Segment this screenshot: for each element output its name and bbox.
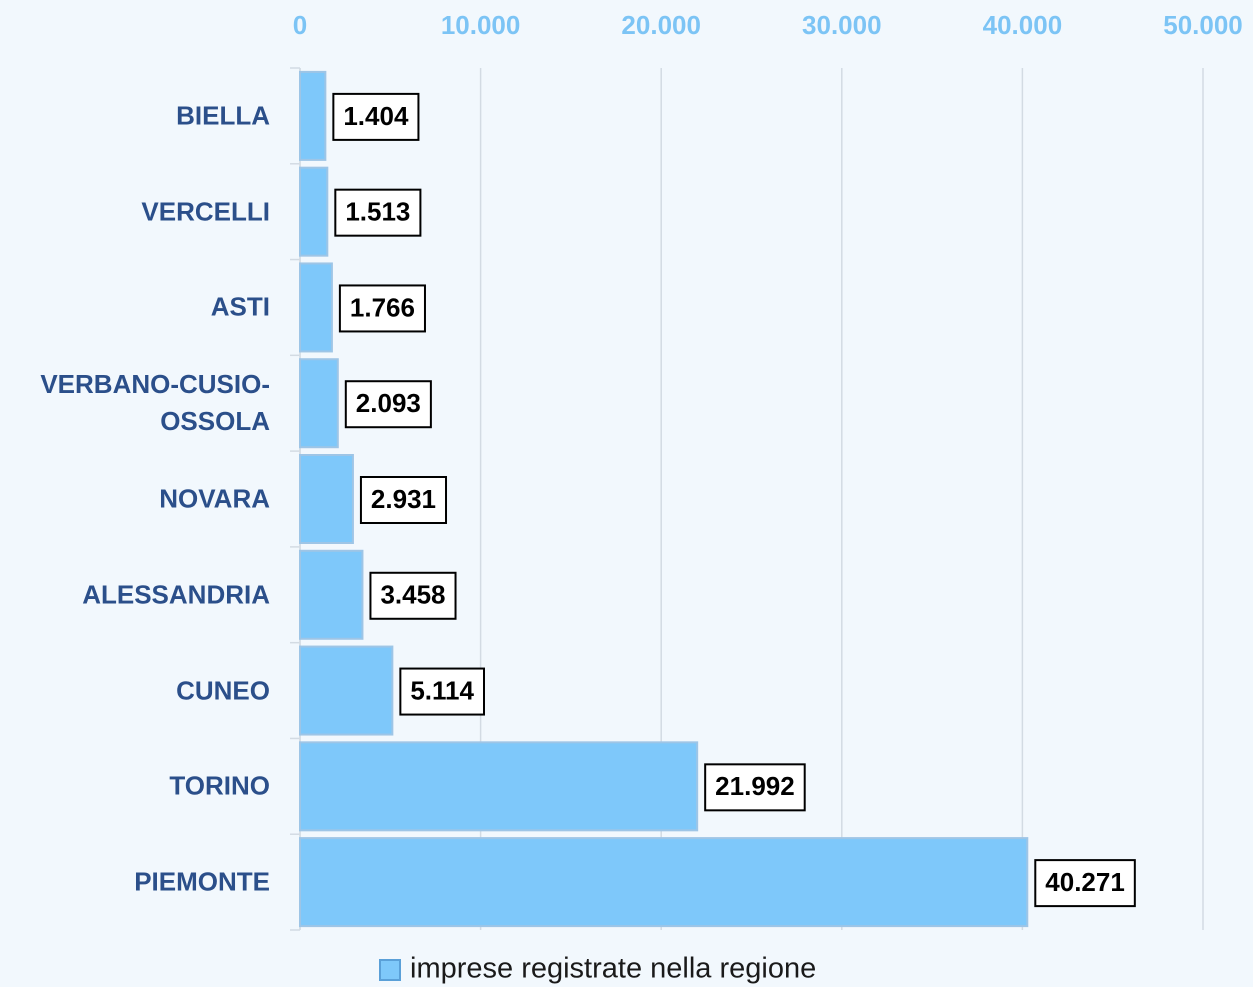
value-label-box xyxy=(334,188,422,237)
y-tick-label: TORINO xyxy=(169,770,270,801)
value-label-box xyxy=(338,284,426,333)
y-tick-label: VERBANO-CUSIO-OSSOLA xyxy=(40,369,270,437)
legend-label: imprese registrate nella regione xyxy=(410,953,816,985)
value-label-box xyxy=(704,763,806,812)
value-label: 40.271 xyxy=(1045,867,1125,897)
x-tick-label: 20.000 xyxy=(621,10,701,40)
bar xyxy=(299,454,354,544)
x-tick-label: 30.000 xyxy=(802,10,882,40)
bar xyxy=(299,262,333,353)
x-tick-label: 50.000 xyxy=(1163,10,1243,40)
y-tick-label: ALESSANDRIA xyxy=(82,579,270,610)
bar xyxy=(299,166,329,257)
bar xyxy=(299,645,394,736)
value-label-box xyxy=(1034,859,1136,908)
y-tick-label: NOVARA xyxy=(159,483,270,514)
y-tick-label: ASTI xyxy=(210,291,270,322)
value-label-box xyxy=(399,667,485,716)
value-label-box xyxy=(332,92,420,141)
bar xyxy=(299,549,364,640)
bar xyxy=(299,741,699,832)
value-label: 1.404 xyxy=(343,101,409,131)
value-label-box xyxy=(369,571,457,620)
x-tick-label: 40.000 xyxy=(983,10,1063,40)
bar xyxy=(299,837,1029,928)
value-label: 1.766 xyxy=(350,292,415,322)
value-label: 1.513 xyxy=(345,197,410,227)
value-label: 5.114 xyxy=(410,675,474,705)
value-label-box xyxy=(359,476,448,524)
value-label: 21.992 xyxy=(715,771,795,801)
y-tick-label: PIEMONTE xyxy=(134,866,270,897)
value-label: 3.458 xyxy=(380,580,445,610)
x-tick-label: 0 xyxy=(293,10,307,40)
value-label: 2.931 xyxy=(371,484,436,514)
bar xyxy=(299,70,327,161)
legend-swatch xyxy=(379,959,401,981)
y-tick-label: CUNEO xyxy=(176,675,270,706)
x-tick-label: 10.000 xyxy=(441,10,521,40)
value-label-box xyxy=(344,380,432,429)
y-tick-label: BIELLA xyxy=(176,100,270,131)
bar xyxy=(299,358,339,449)
y-tick-label: VERCELLI xyxy=(141,196,270,227)
value-label: 2.093 xyxy=(356,388,421,418)
